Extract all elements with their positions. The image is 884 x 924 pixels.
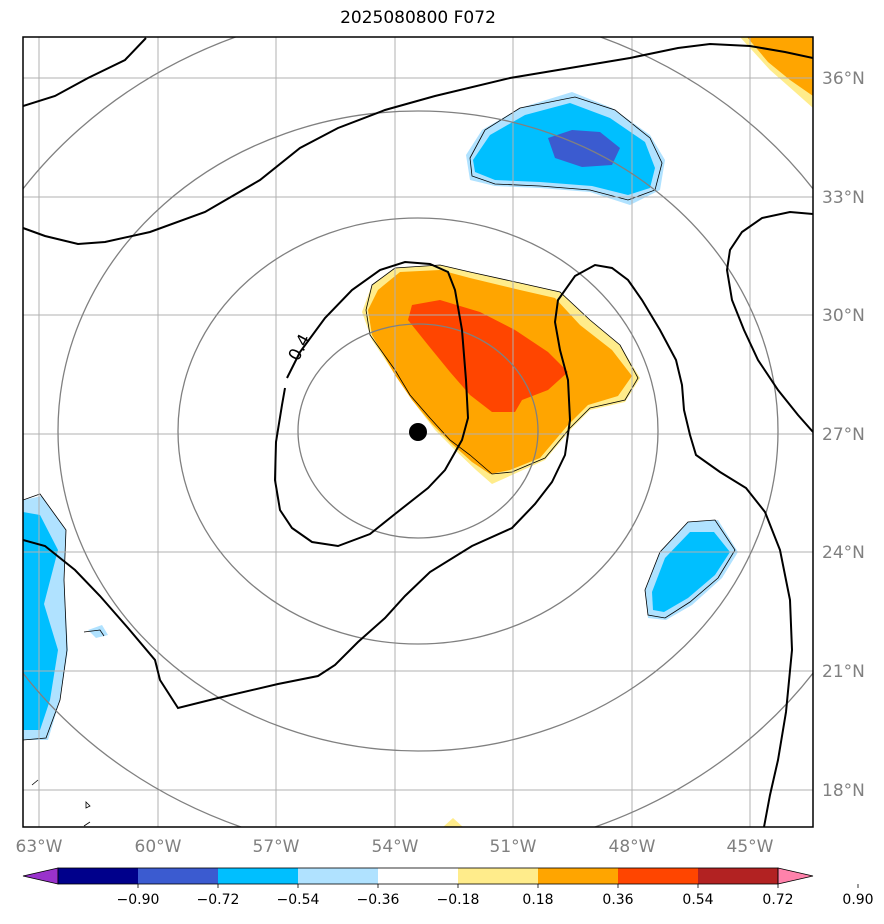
lat-label: 36°N <box>822 69 865 89</box>
negative-anomaly-region <box>23 92 738 740</box>
colorbar-tick-label: −0.72 <box>197 892 240 908</box>
colorbar-tick-label: −0.90 <box>117 892 160 908</box>
lat-label: 27°N <box>822 425 865 445</box>
longitude-labels: 63°W 60°W 57°W 54°W 51°W 48°W 45°W <box>16 837 774 857</box>
shading-outlines <box>23 96 736 827</box>
lon-label: 48°W <box>609 837 656 857</box>
lat-label: 24°N <box>822 543 865 563</box>
lon-label: 51°W <box>490 837 537 857</box>
storm-center-marker <box>409 423 427 441</box>
colorbar-swatch <box>138 868 219 884</box>
colorbar: −0.90 −0.72 −0.54 −0.36 −0.18 0.18 0.36 0.54 0.7… <box>22 867 874 908</box>
graticule <box>23 37 813 827</box>
colorbar-extension-low <box>22 867 59 885</box>
colorbar-swatch <box>58 868 139 884</box>
contour-lines <box>23 37 813 827</box>
lat-label: 30°N <box>822 306 865 326</box>
lat-label: 33°N <box>822 188 865 208</box>
colorbar-swatch <box>698 868 779 884</box>
lat-label: 21°N <box>822 662 865 682</box>
lon-label: 63°W <box>16 837 63 857</box>
colorbar-tick-label: 0.54 <box>682 892 713 908</box>
colorbar-outline <box>57 867 779 885</box>
colorbar-tick-label: 0.90 <box>842 892 873 908</box>
map-title: 2025080800 F072 <box>340 8 496 28</box>
lon-label: 57°W <box>253 837 300 857</box>
lon-label: 54°W <box>372 837 419 857</box>
colorbar-swatch <box>618 868 699 884</box>
positive-anomaly-region <box>362 37 813 827</box>
colorbar-swatch <box>458 868 539 884</box>
lat-label: 18°N <box>822 781 865 801</box>
colorbar-swatch <box>378 868 459 884</box>
colorbar-extension-high <box>777 867 814 885</box>
colorbar-tick-label: 0.18 <box>522 892 553 908</box>
colorbar-swatch <box>218 868 299 884</box>
latitude-labels: 36°N 33°N 30°N 27°N 24°N 21°N 18°N <box>822 69 865 801</box>
lon-label: 60°W <box>135 837 182 857</box>
colorbar-tick-label: 0.72 <box>762 892 793 908</box>
colorbar-swatch <box>298 868 379 884</box>
colorbar-tick-label: −0.36 <box>357 892 400 908</box>
colorbar-tick-label: 0.36 <box>602 892 633 908</box>
colorbar-swatch <box>538 868 619 884</box>
lon-label: 45°W <box>727 837 774 857</box>
colorbar-tick-label: −0.54 <box>277 892 320 908</box>
colorbar-tick-label: −0.18 <box>437 892 480 908</box>
map-frame <box>22 36 814 828</box>
